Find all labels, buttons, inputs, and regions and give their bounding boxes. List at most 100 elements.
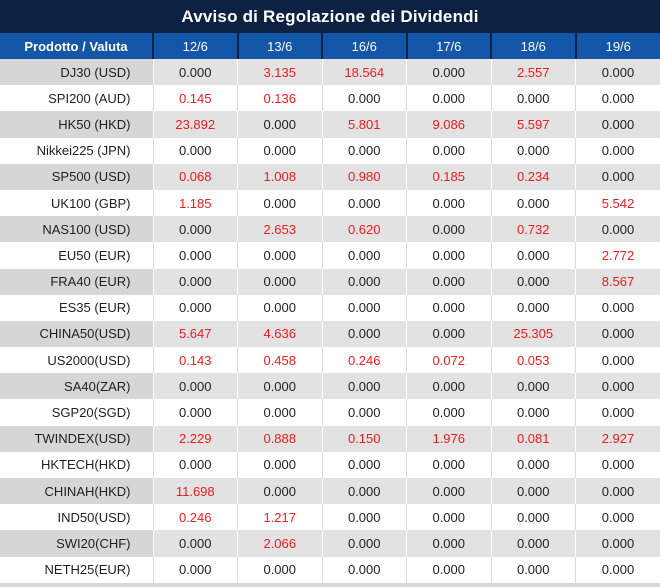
- table-row: IND50(USD) 0.246 1.217 0.000 0.000 0.000 0.000: [0, 504, 660, 531]
- value-cell: 0.000: [153, 242, 238, 269]
- value-cell: 0.000: [491, 85, 576, 112]
- value-cell: 0.000: [322, 530, 407, 557]
- value-cell: 0.000: [237, 399, 323, 426]
- value-cell: 0.081: [491, 425, 576, 452]
- value-cell: 0.000: [491, 373, 576, 400]
- value-cell: 0.000: [153, 556, 238, 583]
- value-cell: 0.000: [491, 556, 576, 583]
- value-cell: 25.305: [491, 320, 576, 348]
- value-cell: 0.000: [406, 451, 492, 478]
- value-cell: 0.000: [575, 347, 660, 374]
- table-row: SP500 (USD) 0.068 1.008 0.980 0.185 0.234 0.00…: [0, 163, 660, 190]
- product-cell: HK50 (HKD): [0, 111, 154, 138]
- product-cell: CHINAH(HKD): [0, 478, 154, 505]
- value-cell: 0.000: [322, 189, 407, 217]
- header-product-currency: Prodotto / Valuta: [0, 33, 154, 59]
- value-cell: 0.000: [575, 320, 660, 348]
- value-cell: 0.000: [491, 478, 576, 505]
- value-cell: 0.000: [237, 294, 323, 321]
- product-cell: FRA40 (EUR): [0, 268, 154, 295]
- table-row: DJ30 (USD) 0.000 3.135 18.564 0.000 2.557 0.00…: [0, 59, 660, 86]
- value-cell: 0.000: [491, 530, 576, 557]
- value-cell: 0.000: [153, 373, 238, 400]
- product-cell: TWINDEX(USD): [0, 425, 154, 452]
- product-cell: CHINA50(USD): [0, 320, 154, 348]
- product-cell: DJ30 (USD): [0, 59, 154, 86]
- value-cell: 0.000: [406, 268, 492, 295]
- value-cell: 0.068: [153, 163, 238, 190]
- value-cell: 0.000: [491, 294, 576, 321]
- value-cell: 0.000: [575, 294, 660, 321]
- table-row: HKTECH(HKD) 0.000 0.000 0.000 0.000 0.000 0.00…: [0, 451, 660, 478]
- product-cell: NAS100 (USD): [0, 216, 154, 243]
- table-row: ES35 (EUR) 0.000 0.000 0.000 0.000 0.000 0.000: [0, 294, 660, 321]
- dividends-table: Prodotto / Valuta 12/6 13/6 16/6 17/6 18/6 19/…: [0, 33, 660, 583]
- value-cell: 2.927: [575, 425, 660, 452]
- value-cell: 0.620: [322, 216, 407, 243]
- value-cell: 0.000: [406, 137, 492, 164]
- value-cell: 2.653: [237, 216, 323, 243]
- value-cell: 0.145: [153, 85, 238, 112]
- value-cell: 2.772: [575, 242, 660, 269]
- value-cell: 3.135: [237, 59, 323, 86]
- value-cell: 9.086: [406, 111, 492, 138]
- value-cell: 0.000: [491, 451, 576, 478]
- product-cell: ES35 (EUR): [0, 294, 154, 321]
- value-cell: 0.000: [406, 216, 492, 243]
- value-cell: 0.000: [237, 137, 323, 164]
- product-cell: Nikkei225 (JPN): [0, 137, 154, 164]
- product-cell: UK100 (GBP): [0, 189, 154, 217]
- product-cell: IND50(USD): [0, 504, 154, 531]
- table-row: NETH25(EUR) 0.000 0.000 0.000 0.000 0.000 0.00…: [0, 556, 660, 583]
- table-row: CHINAH(HKD) 11.698 0.000 0.000 0.000 0.000 0.0…: [0, 478, 660, 505]
- product-cell: SWI20(CHF): [0, 530, 154, 557]
- value-cell: 0.000: [153, 294, 238, 321]
- page-title: Avviso di Regolazione dei Dividendi: [0, 0, 660, 33]
- value-cell: 0.000: [406, 399, 492, 426]
- product-cell: SPI200 (AUD): [0, 85, 154, 112]
- value-cell: 0.000: [406, 294, 492, 321]
- value-cell: 0.000: [237, 268, 323, 295]
- value-cell: 5.542: [575, 189, 660, 217]
- product-cell: SGP20(SGD): [0, 399, 154, 426]
- value-cell: 0.888: [237, 425, 323, 452]
- value-cell: 0.246: [322, 347, 407, 374]
- value-cell: 0.000: [575, 478, 660, 505]
- value-cell: 0.000: [322, 85, 407, 112]
- value-cell: 0.000: [237, 189, 323, 217]
- value-cell: 5.647: [153, 320, 238, 348]
- value-cell: 0.234: [491, 163, 576, 190]
- table-row: TWINDEX(USD) 2.229 0.888 0.150 1.976 0.081 2.9…: [0, 425, 660, 452]
- value-cell: 0.000: [153, 268, 238, 295]
- table-row: Nikkei225 (JPN) 0.000 0.000 0.000 0.000 0.000…: [0, 137, 660, 164]
- value-cell: 0.000: [237, 478, 323, 505]
- value-cell: 0.000: [322, 320, 407, 348]
- value-cell: 0.000: [575, 85, 660, 112]
- value-cell: 4.636: [237, 320, 323, 348]
- value-cell: 0.000: [237, 242, 323, 269]
- value-cell: 0.000: [406, 530, 492, 557]
- header-date: 18/6: [491, 33, 577, 59]
- value-cell: 0.000: [406, 320, 492, 348]
- value-cell: 2.066: [237, 530, 323, 557]
- table-row: HK50 (HKD) 23.892 0.000 5.801 9.086 5.597 0.00…: [0, 111, 660, 138]
- table-row: SA40(ZAR) 0.000 0.000 0.000 0.000 0.000 0.000: [0, 373, 660, 400]
- product-cell: EU50 (EUR): [0, 242, 154, 269]
- value-cell: 0.458: [237, 347, 323, 374]
- value-cell: 0.000: [491, 137, 576, 164]
- value-cell: 0.000: [406, 556, 492, 583]
- value-cell: 0.000: [153, 59, 238, 86]
- product-cell: NETH25(EUR): [0, 556, 154, 583]
- value-cell: 18.564: [322, 59, 407, 86]
- table-row: CHINA50(USD) 5.647 4.636 0.000 0.000 25.305 0.…: [0, 320, 660, 348]
- value-cell: 0.072: [406, 347, 492, 374]
- value-cell: 0.000: [322, 242, 407, 269]
- value-cell: 0.000: [153, 137, 238, 164]
- header-row: Prodotto / Valuta 12/6 13/6 16/6 17/6 18/6 19/…: [0, 33, 660, 59]
- value-cell: 0.000: [237, 451, 323, 478]
- value-cell: 0.000: [322, 399, 407, 426]
- value-cell: 0.246: [153, 504, 238, 531]
- value-cell: 0.000: [322, 294, 407, 321]
- value-cell: 5.801: [322, 111, 407, 138]
- value-cell: 0.000: [575, 59, 660, 86]
